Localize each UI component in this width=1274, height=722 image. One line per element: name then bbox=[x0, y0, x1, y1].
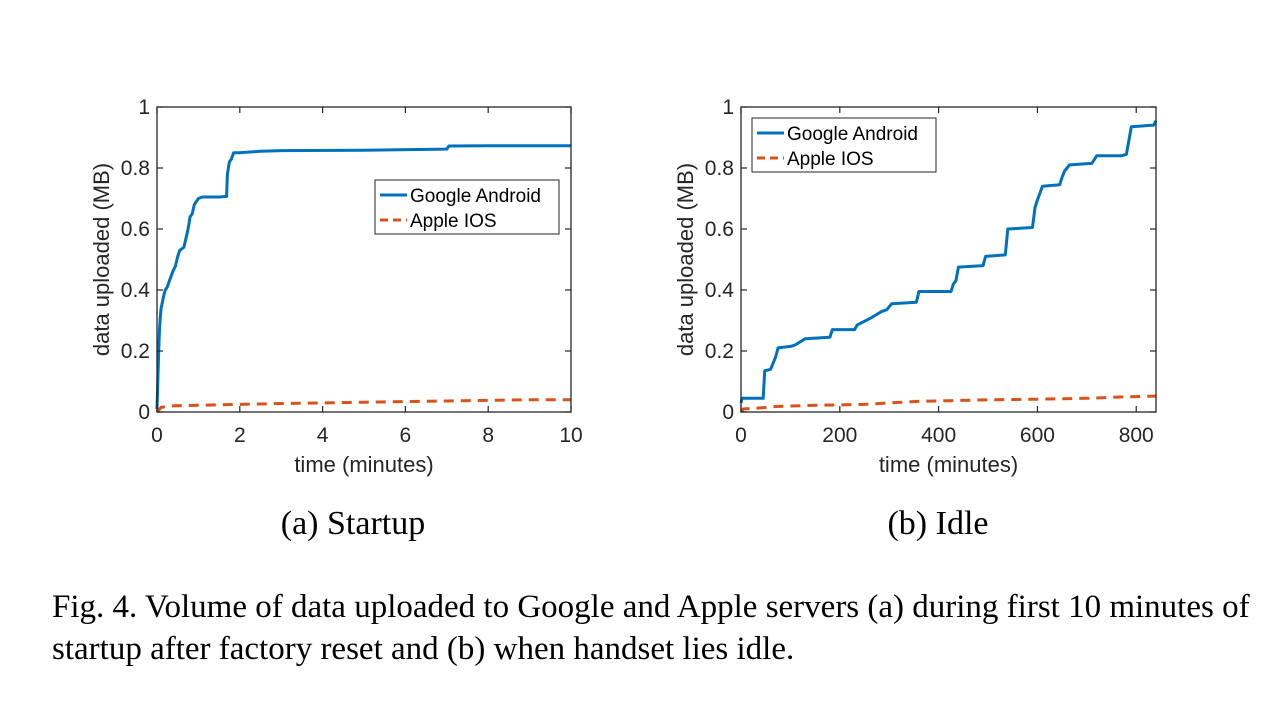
y-tick-label: 1 bbox=[722, 96, 734, 119]
x-tick-label: 6 bbox=[400, 424, 412, 447]
y-tick-label: 0.2 bbox=[121, 340, 150, 363]
y-tick-label: 0 bbox=[722, 401, 734, 424]
legend: Google Android Apple IOS bbox=[374, 179, 560, 235]
x-tick-label: 0 bbox=[151, 424, 163, 447]
legend-label-android: Google Android bbox=[787, 124, 918, 145]
x-tick-label: 400 bbox=[921, 424, 956, 447]
x-tick-label: 2 bbox=[234, 424, 246, 447]
chart-idle: 0 200 400 600 800 0 0.2 0.4 0.6 0.8 1 time (minutes… bbox=[673, 96, 1158, 542]
y-tick-label: 0.6 bbox=[121, 218, 150, 241]
x-tick-label: 10 bbox=[559, 424, 582, 447]
y-tick-label: 1 bbox=[138, 96, 150, 119]
legend-label-android: Google Android bbox=[410, 186, 541, 207]
x-tick-label: 600 bbox=[1020, 424, 1055, 447]
series-line-ios bbox=[155, 398, 571, 413]
figure-caption: Fig. 4. Volume of data uploaded to Googl… bbox=[52, 589, 1250, 667]
legend-label-ios: Apple IOS bbox=[787, 149, 874, 170]
x-tick-label: 4 bbox=[317, 424, 329, 447]
y-tick-label: 0 bbox=[138, 401, 150, 424]
y-tick-label: 0.2 bbox=[705, 340, 734, 363]
legend-box bbox=[751, 117, 937, 173]
subfigure-caption: (a) Startup bbox=[281, 505, 425, 542]
chart-startup: 0 2 4 6 8 10 0 0.2 0.4 0.6 0.8 1 time (minutes) data … bbox=[89, 96, 583, 542]
axes-box bbox=[740, 106, 1157, 413]
x-tick-label: 8 bbox=[482, 424, 494, 447]
x-tick-label: 200 bbox=[822, 424, 857, 447]
x-tick-label: 0 bbox=[735, 424, 747, 447]
legend-box bbox=[374, 179, 560, 235]
y-axis-label: data uploaded (MB) bbox=[89, 163, 114, 356]
y-tick-label: 0.4 bbox=[705, 279, 735, 302]
y-tick-label: 0.6 bbox=[705, 218, 734, 241]
y-tick-label: 0.8 bbox=[705, 157, 734, 180]
legend-label-ios: Apple IOS bbox=[410, 211, 497, 232]
y-tick-label: 0.4 bbox=[121, 279, 151, 302]
y-tick-label: 0.8 bbox=[121, 157, 150, 180]
x-axis-label: time (minutes) bbox=[879, 452, 1018, 477]
series-line-ios bbox=[739, 394, 1157, 413]
axes-box bbox=[156, 106, 572, 413]
series-line-android bbox=[739, 119, 1158, 404]
series-line-android bbox=[155, 144, 571, 409]
y-axis-label: data uploaded (MB) bbox=[673, 163, 698, 356]
subfigure-caption: (b) Idle bbox=[887, 505, 988, 542]
x-axis-label: time (minutes) bbox=[294, 452, 433, 477]
legend: Google Android Apple IOS bbox=[751, 117, 937, 173]
x-tick-label: 800 bbox=[1119, 424, 1154, 447]
